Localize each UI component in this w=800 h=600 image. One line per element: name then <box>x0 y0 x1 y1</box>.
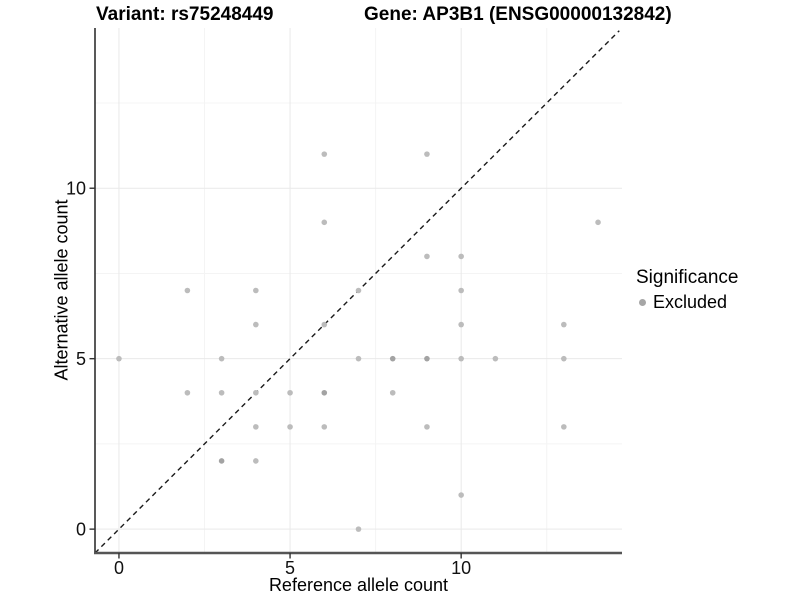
data-point <box>321 321 328 328</box>
data-point <box>116 355 122 362</box>
data-point <box>218 355 225 362</box>
data-point <box>389 355 396 362</box>
data-point <box>561 355 567 362</box>
data-point <box>424 253 430 260</box>
data-point <box>253 424 259 430</box>
data-point <box>424 424 430 430</box>
data-point <box>253 287 259 294</box>
data-point <box>253 321 259 328</box>
data-point <box>253 458 259 464</box>
x-tick-label: 5 <box>285 558 295 578</box>
y-tick-label: 0 <box>76 520 86 540</box>
legend-item-label: Excluded <box>653 292 728 312</box>
data-point <box>389 389 396 396</box>
plot-title-gene: Gene: AP3B1 (ENSG00000132842) <box>364 4 672 25</box>
data-point <box>218 458 225 464</box>
data-point <box>595 219 601 226</box>
data-point <box>424 151 430 157</box>
data-point <box>458 287 464 294</box>
data-point <box>458 355 464 362</box>
data-point <box>458 321 464 328</box>
data-point <box>184 287 191 294</box>
data-point <box>321 389 328 396</box>
x-tick-label: 10 <box>451 558 471 578</box>
legend-point-icon <box>639 299 646 306</box>
y-tick-label: 5 <box>76 349 86 369</box>
y-axis-title: Alternative allele count <box>51 199 72 381</box>
data-point <box>458 492 464 498</box>
data-point <box>253 389 259 396</box>
data-point <box>321 424 328 430</box>
y-tick-label: 10 <box>66 179 86 199</box>
legend-title: Significance <box>636 267 739 288</box>
data-point <box>355 526 362 532</box>
data-point <box>492 355 499 362</box>
data-point <box>355 287 362 294</box>
data-point <box>218 389 225 396</box>
data-point <box>458 253 464 260</box>
data-point <box>561 321 567 328</box>
legend-item-excluded: Excluded <box>639 292 738 313</box>
legend: Significance Excluded <box>636 267 738 313</box>
data-point <box>355 355 362 362</box>
x-axis-title: Reference allele count <box>268 575 449 595</box>
plot-title-variant: Variant: rs75248449 <box>96 4 274 25</box>
data-point <box>184 389 191 396</box>
data-point <box>561 424 567 430</box>
data-point <box>321 219 328 226</box>
data-point <box>287 389 293 396</box>
x-tick-label: 0 <box>114 558 124 578</box>
data-point <box>287 424 293 430</box>
data-point <box>321 151 328 157</box>
data-point <box>424 355 430 362</box>
